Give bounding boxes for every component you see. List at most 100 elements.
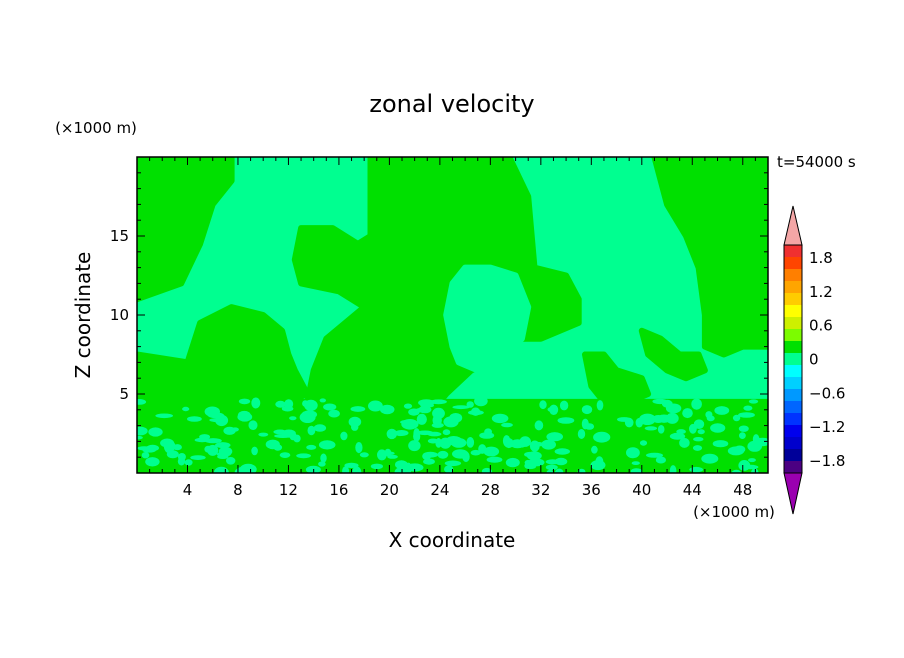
turbulence-blob: [231, 427, 239, 432]
turbulence-blob: [182, 406, 190, 412]
turbulence-blob: [630, 468, 643, 473]
turbulence-blob: [137, 399, 147, 405]
turbulence-blob: [471, 407, 481, 416]
turbulence-blob: [166, 450, 179, 459]
turbulence-blob: [145, 457, 160, 467]
field-region-4: [651, 157, 768, 358]
turbulence-blob: [439, 437, 452, 449]
field-region-3: [443, 264, 532, 374]
colorbar-swatch: [784, 377, 802, 390]
turbulence-blob: [748, 458, 756, 463]
turbulence-blob: [626, 447, 640, 459]
turbulence-blob: [164, 441, 175, 454]
turbulence-blob: [710, 423, 726, 433]
colorbar-swatch: [784, 341, 802, 354]
x-tick-label: 40: [632, 481, 651, 499]
colorbar-over-triangle: [783, 205, 803, 246]
colorbar-tick-label: 0: [809, 351, 819, 369]
x-tick-label: 28: [481, 481, 500, 499]
turbulence-blob: [237, 412, 253, 422]
turbulence-blob: [355, 442, 363, 454]
turbulence-blob: [403, 403, 413, 409]
turbulence-blob: [342, 466, 350, 473]
turbulence-blob: [593, 431, 611, 443]
turbulence-blob: [340, 431, 348, 441]
x-tick-label: 44: [683, 481, 702, 499]
turbulence-blob: [481, 467, 492, 473]
turbulence-blob: [190, 455, 206, 460]
velocity-field: [137, 157, 768, 473]
turbulence-blob: [679, 437, 690, 448]
colorbar-swatch: [784, 365, 802, 378]
turbulence-blob: [693, 419, 705, 430]
turbulence-blob: [350, 406, 366, 412]
turbulence-blob: [416, 413, 427, 425]
turbulence-blob: [137, 426, 148, 436]
turbulence-blob: [423, 458, 435, 465]
turbulence-blob: [289, 416, 297, 421]
x-tick-label: 24: [430, 481, 449, 499]
turbulence-blob: [430, 399, 447, 405]
colorbar-swatch: [784, 269, 802, 282]
turbulence-blob: [590, 460, 606, 471]
turbulence-blob: [226, 457, 236, 465]
turbulence-blob: [381, 451, 395, 456]
turbulence-blob: [207, 444, 219, 456]
colorbar-tick-label: −0.6: [809, 384, 845, 402]
turbulence-blob: [554, 468, 564, 473]
colorbar-swatch: [784, 401, 802, 414]
turbulence-blob: [691, 398, 702, 410]
turbulence-blob: [491, 413, 509, 424]
turbulence-blob: [644, 426, 658, 431]
turbulence-blob: [386, 428, 397, 440]
turbulence-blob: [273, 444, 283, 451]
turbulence-blob: [422, 452, 431, 460]
turbulence-blob: [184, 459, 193, 466]
turbulence-blob: [689, 423, 697, 434]
turbulence-blob: [296, 453, 311, 459]
turbulence-blob: [214, 466, 229, 473]
colorbar-tick-label: −1.2: [809, 418, 845, 436]
turbulence-blob: [194, 437, 210, 443]
turbulence-blob: [669, 432, 686, 440]
turbulence-blob: [301, 410, 318, 419]
turbulence-blob: [387, 454, 398, 459]
turbulence-blob: [470, 449, 481, 456]
turbulence-blob: [368, 400, 383, 412]
turbulence-blob: [452, 405, 470, 410]
turbulence-blob: [519, 436, 531, 447]
turbulence-blob: [394, 467, 408, 473]
x-tick-label: 8: [233, 481, 243, 499]
turbulence-blob: [748, 399, 759, 404]
turbulence-blob: [657, 425, 665, 434]
turbulence-blob: [284, 399, 294, 409]
turbulence-blob: [137, 435, 143, 440]
turbulence-blob: [137, 446, 152, 451]
turbulence-blob: [395, 431, 405, 437]
turbulence-blob: [155, 413, 173, 419]
colorbar-swatch: [784, 317, 802, 330]
turbulence-blob: [557, 417, 575, 424]
turbulence-blob: [486, 456, 503, 463]
turbulence-blob: [359, 452, 369, 458]
turbulence-blob: [739, 432, 746, 439]
turbulence-blob: [452, 449, 469, 459]
turbulence-blob: [501, 422, 513, 428]
turbulence-blob: [559, 400, 569, 411]
turbulence-blob: [400, 419, 416, 425]
turbulence-blob: [617, 417, 632, 422]
turbulence-blob: [444, 460, 462, 467]
turbulence-blob: [693, 437, 704, 442]
turbulence-blob: [474, 395, 488, 407]
colorbar-swatch: [784, 293, 802, 306]
turbulence-blob: [526, 451, 542, 461]
turbulence-blob: [318, 440, 336, 450]
turbulence-blob: [449, 413, 463, 423]
turbulence-blob: [546, 469, 554, 473]
turbulence-blob: [234, 467, 251, 473]
turbulence-blob: [379, 404, 395, 415]
colorbar: 1.8 1.2 0.6 0 −0.6 −1.2 −1.8: [783, 205, 845, 515]
y-tick-label: 15: [110, 227, 129, 245]
